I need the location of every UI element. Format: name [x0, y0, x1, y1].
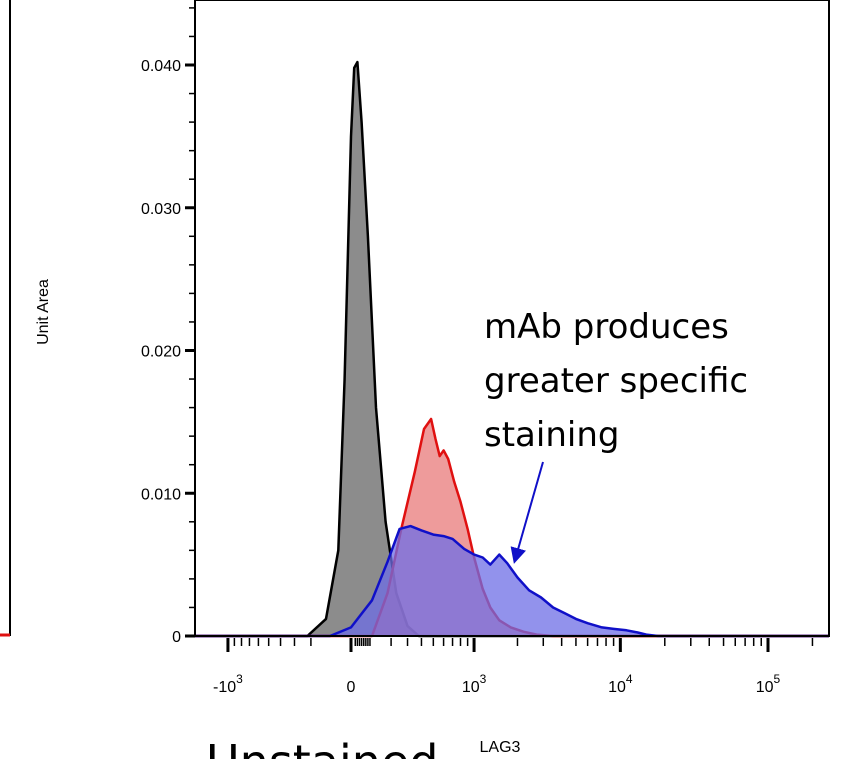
- y-tick-label: 0.040: [141, 58, 181, 75]
- y-axis: 0 0.010 0.020 0.030 0.040: [141, 7, 195, 646]
- y-tick-label: 0.010: [141, 486, 181, 503]
- y-tick-label: 0: [172, 629, 181, 646]
- series-2-line: [195, 524, 829, 638]
- x-tick-label: 0: [347, 679, 356, 696]
- series-2-area: [330, 526, 658, 636]
- annotation-line: greater specific: [484, 361, 748, 401]
- y-tick-label: 0.030: [141, 201, 181, 218]
- unstained-label-fragment: Unstained: [206, 735, 438, 759]
- annotation-layer: mAb produces greater specific staining: [484, 307, 748, 564]
- series-0-area: [307, 62, 419, 637]
- annotation-line: staining: [484, 415, 619, 455]
- x-axis: -103 0 103 104 105: [213, 638, 814, 696]
- y-tick-label: 0.020: [141, 344, 181, 361]
- annotation-line: mAb produces: [484, 307, 729, 347]
- plot-frame: [194, 0, 830, 637]
- x-tick-label: -103: [213, 672, 243, 696]
- x-tick-label: 103: [462, 672, 487, 696]
- x-axis-title: LAG3: [480, 739, 521, 756]
- x-tick-label: 104: [608, 672, 633, 696]
- y-axis-title: Unit Area: [35, 279, 52, 345]
- series-0-line: [195, 60, 829, 638]
- annotation-arrow: [510, 461, 544, 564]
- series-layer: [195, 60, 829, 638]
- x-tick-label: 105: [756, 672, 781, 696]
